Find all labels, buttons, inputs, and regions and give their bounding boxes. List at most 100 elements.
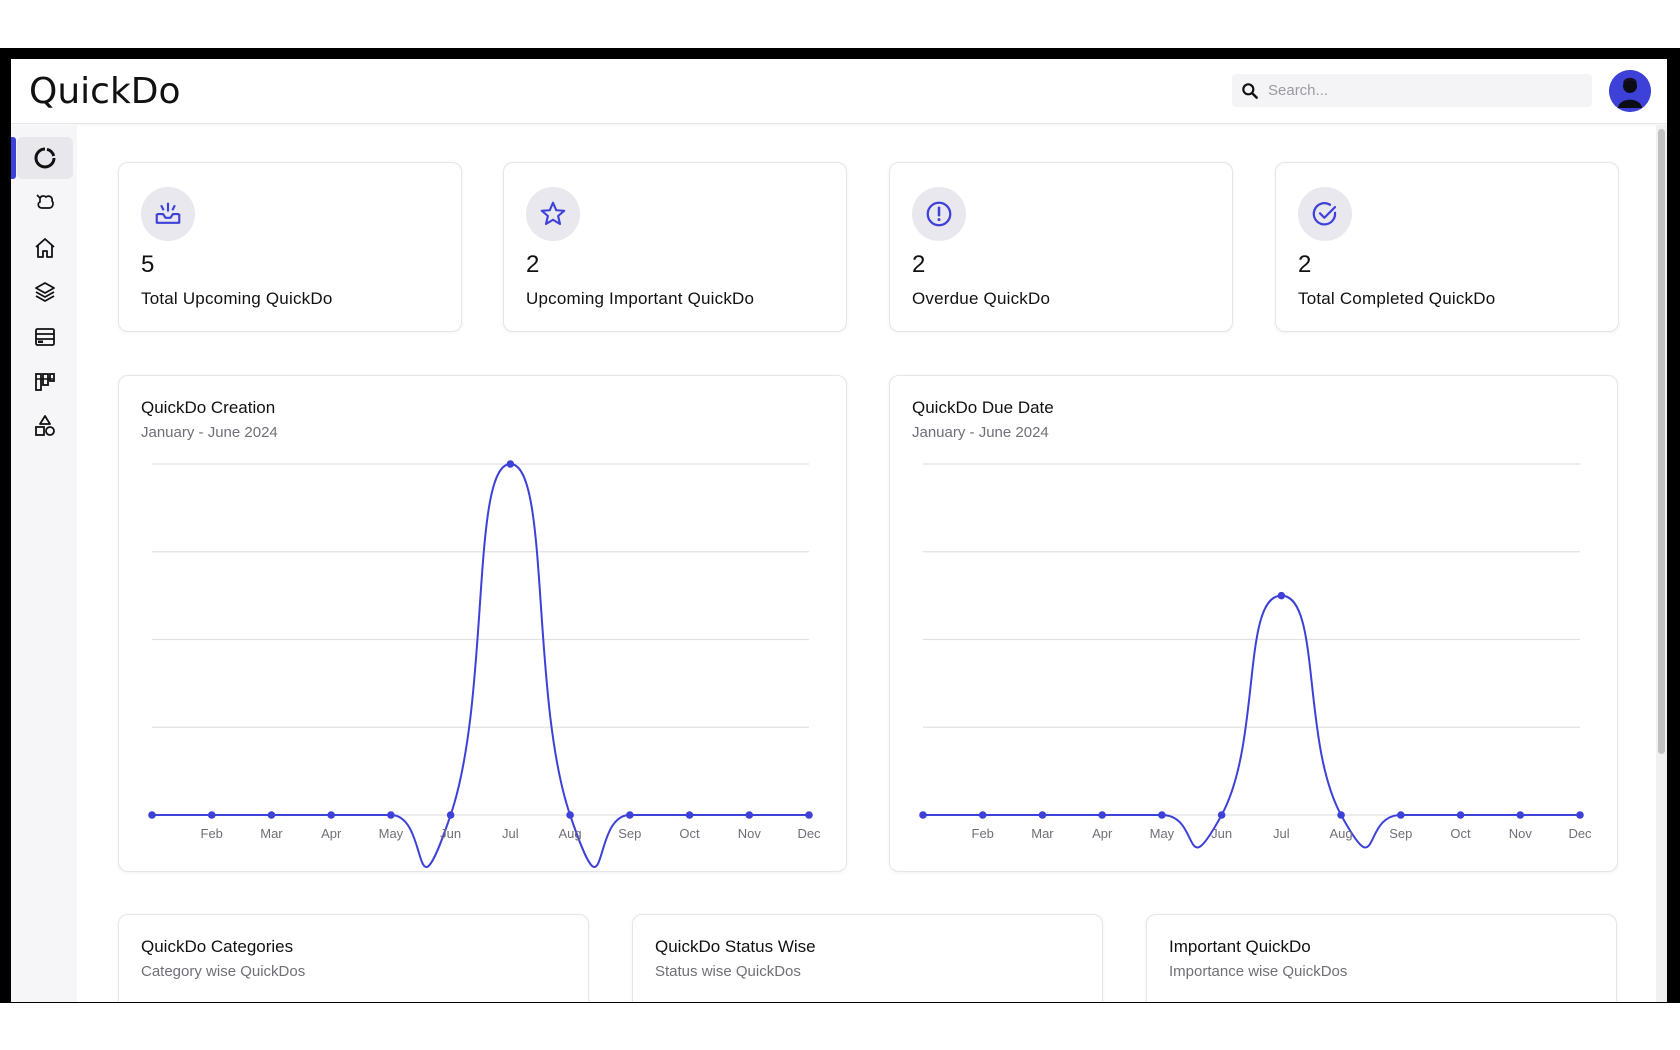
app-window: QuickDo [11,59,1667,1002]
chart-title: QuickDo Due Date [912,398,1054,417]
search-input[interactable] [1268,74,1583,107]
sidebar-item-board[interactable] [17,316,73,358]
data-point [978,811,987,819]
data-point [919,811,927,819]
user-avatar[interactable] [1609,70,1651,112]
stat-value: 2 [1298,251,1312,278]
data-point [1516,811,1525,819]
data-point [626,811,634,819]
alert-circle-icon [912,187,966,241]
tasks-icon [36,194,54,209]
important-card: Important QuickDo Importance wise QuickD… [1146,914,1617,1002]
x-tick-label: Mar [1031,826,1054,841]
creation-line-chart: Feb Mar Apr May Jun Jul Aug Sep Oct Nov Dec [148,460,821,868]
x-tick-label: Feb [201,826,223,841]
sidebar-item-tasks[interactable] [17,182,73,224]
x-tick-label: Jun [1211,826,1232,841]
card-title: QuickDo Status Wise [655,937,816,956]
chart-title: QuickDo Creation [141,398,276,417]
x-tick-label: Aug [559,826,582,841]
x-tick-label: Mar [260,826,283,841]
card-subtitle: Importance wise QuickDos [1169,963,1348,980]
data-point [1158,811,1166,819]
data-point [267,811,276,819]
sidebar-item-dashboard[interactable] [11,137,73,179]
home-icon [35,238,55,258]
data-point [207,811,216,819]
x-tick-label: Jun [440,826,461,841]
x-tick-label: Apr [321,826,342,841]
stat-card-overdue[interactable]: 2 Overdue QuickDo [889,162,1233,332]
app-logo[interactable]: QuickDo [29,71,181,112]
x-tick-label: Jul [1273,826,1290,841]
check-circle-icon [1298,187,1352,241]
kanban-icon [35,373,55,391]
chart-card-due-date: QuickDo Due Date January - June 2024 Feb… [889,375,1618,872]
chart-card-creation: QuickDo Creation January - June 2024 Feb… [118,375,847,872]
data-point [506,460,515,468]
data-point [148,811,156,819]
dashboard-icon [34,147,56,169]
data-point [1397,811,1405,819]
card-title: QuickDo Categories [141,937,294,956]
x-tick-label: May [379,826,404,841]
sidebar-item-layers[interactable] [17,271,73,313]
stat-card-completed[interactable]: 2 Total Completed QuickDo [1275,162,1619,332]
scrollbar-thumb[interactable] [1658,129,1665,754]
x-tick-label: Oct [1450,826,1471,841]
card-subtitle: Status wise QuickDos [655,963,801,980]
data-point [1337,811,1345,819]
x-tick-label: Oct [679,826,700,841]
stat-label: Total Upcoming QuickDo [141,289,333,308]
sidebar [11,125,77,1002]
card-title: Important QuickDo [1169,937,1311,956]
data-point [685,811,694,819]
data-point [745,811,754,819]
stat-card-upcoming[interactable]: 5 Total Upcoming QuickDo [118,162,462,332]
data-point [1217,811,1226,819]
x-tick-label: Sep [618,826,641,841]
star-icon [526,187,580,241]
sidebar-item-kanban[interactable] [17,361,73,403]
data-point [1098,811,1106,819]
chart-subtitle: January - June 2024 [141,424,278,441]
x-tick-label: Dec [1568,826,1592,841]
data-point [446,811,455,819]
series-line [923,594,1580,849]
top-header: QuickDo [11,59,1667,124]
sidebar-item-shapes[interactable] [17,405,73,447]
sidebar-item-home[interactable] [17,227,73,269]
x-tick-label: Dec [797,826,821,841]
due-date-line-chart: Feb Mar Apr May Jun Jul Aug Sep Oct Nov Dec [919,463,1592,849]
page-scrollbar[interactable] [1656,125,1667,1002]
data-point [805,811,813,819]
stat-label: Total Completed QuickDo [1298,289,1496,308]
x-tick-label: Aug [1330,826,1353,841]
search-icon [1242,83,1258,99]
inbox-icon [141,187,195,241]
stat-label: Overdue QuickDo [912,289,1051,308]
x-tick-label: May [1150,826,1175,841]
data-point [1456,811,1465,819]
stat-label: Upcoming Important QuickDo [526,289,755,308]
series-line [152,462,809,868]
chart-subtitle: January - June 2024 [912,424,1049,441]
stat-value: 5 [141,251,155,278]
x-tick-label: Nov [738,826,762,841]
x-tick-label: Sep [1389,826,1412,841]
x-tick-label: Jul [502,826,519,841]
categories-card: QuickDo Categories Category wise QuickDo… [118,914,589,1002]
stat-card-important[interactable]: 2 Upcoming Important QuickDo [503,162,847,332]
x-tick-label: Nov [1509,826,1533,841]
layers-icon [35,282,55,302]
x-tick-label: Feb [972,826,994,841]
stat-value: 2 [526,251,540,278]
data-point [387,811,395,819]
data-point [1038,811,1047,819]
data-point [1576,811,1584,819]
x-tick-label: Apr [1092,826,1113,841]
board-icon [35,328,55,346]
data-point [1277,591,1286,600]
search-box[interactable] [1232,74,1592,107]
shapes-icon [35,415,55,436]
